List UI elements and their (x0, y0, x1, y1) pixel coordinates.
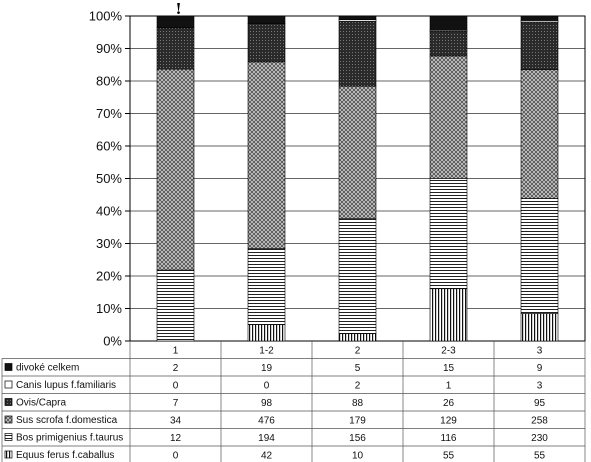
y-tick-label: 60% (96, 139, 122, 154)
data-value: 2 (173, 363, 179, 374)
data-value: 116 (441, 433, 457, 444)
data-value: 15 (443, 363, 455, 374)
data-value: 1 (446, 381, 452, 392)
bar-segment-1-2-bos-primigenius-f-taurus (247, 248, 286, 325)
bar-segment-3-sus-scrofa-f-domestica (520, 69, 559, 199)
y-tick-label: 80% (96, 74, 122, 89)
data-value: 10 (352, 451, 364, 462)
data-value: 129 (440, 416, 457, 427)
legend-label: Ovis/Capra (16, 398, 66, 409)
data-value: 7 (173, 398, 179, 409)
bar-segment-1-ovis-capra (156, 27, 195, 70)
legend-swatch (4, 450, 13, 459)
legend-swatch (4, 415, 13, 424)
data-value: 156 (349, 433, 366, 444)
data-value: 19 (261, 363, 273, 374)
bar-segment-2-sus-scrofa-f-domestica (338, 85, 377, 219)
bar-segment-2-3-ovis-capra (429, 30, 468, 57)
bar-segment-1-bos-primigenius-f-taurus (156, 269, 195, 342)
legend-label: Canis lupus f.familiaris (16, 380, 116, 391)
data-value: 0 (173, 381, 179, 392)
category-label: 2-3 (441, 346, 456, 357)
data-value: 0 (264, 381, 270, 392)
bar-segment-3-bos-primigenius-f-taurus (520, 198, 559, 314)
data-value: 258 (531, 416, 548, 427)
data-value: 5 (355, 363, 361, 374)
data-value: 0 (173, 451, 179, 462)
category-label: 1 (173, 346, 179, 357)
data-value: 42 (261, 451, 273, 462)
bar-segment-2-bos-primigenius-f-taurus (338, 218, 377, 334)
data-value: 26 (443, 398, 455, 409)
data-value: 12 (170, 433, 182, 444)
legend-swatch (4, 363, 13, 371)
legend-label: divoké celkem (16, 363, 79, 374)
bar-segment-2-ovis-capra (338, 20, 377, 87)
legend-label: Bos primigenius f.taurus (16, 433, 123, 444)
bar-segment-2-divok-celkem (338, 15, 377, 20)
bar-segment-1-2-ovis-capra (247, 23, 286, 63)
bar-segment-1-divok-celkem (156, 15, 195, 29)
y-tick-label: 0% (103, 334, 122, 349)
bar-segment-1-2-equus-ferus-f-caballus (247, 324, 286, 342)
data-value: 3 (537, 381, 543, 392)
bar-segment-1-2-sus-scrofa-f-domestica (247, 61, 286, 249)
data-value: 194 (258, 433, 275, 444)
bar-segment-3-equus-ferus-f-caballus (520, 313, 559, 342)
data-value: 88 (352, 398, 364, 409)
y-tick-label: 10% (96, 301, 122, 316)
annotation-mark: ! (175, 0, 182, 18)
legend-label: Sus scrofa f.domestica (16, 415, 118, 426)
y-tick-label: 40% (96, 204, 122, 219)
bar-segment-3-divok-celkem (520, 15, 559, 21)
category-label: 1-2 (259, 346, 274, 357)
y-tick-label: 100% (89, 9, 123, 24)
legend-swatch (4, 433, 13, 441)
data-value: 98 (261, 398, 273, 409)
data-value: 230 (531, 433, 548, 444)
category-label: 3 (537, 346, 543, 357)
bar-segment-3-ovis-capra (520, 21, 559, 70)
legend-swatch (4, 398, 13, 406)
bar-segment-2-equus-ferus-f-caballus (338, 333, 377, 342)
bar-segment-2-3-sus-scrofa-f-domestica (429, 55, 468, 179)
y-tick-label: 30% (96, 236, 122, 251)
data-value: 34 (170, 416, 182, 427)
y-tick-label: 90% (96, 41, 122, 56)
data-value: 2 (355, 381, 361, 392)
bar-segment-2-3-bos-primigenius-f-taurus (429, 178, 468, 290)
legend-swatch (4, 380, 13, 389)
bar-segment-2-3-divok-celkem (429, 15, 468, 31)
y-tick-label: 50% (96, 171, 122, 186)
bar-segment-1-2-divok-celkem (247, 15, 286, 24)
data-value: 55 (534, 451, 546, 462)
y-tick-label: 70% (96, 106, 122, 121)
y-tick-label: 20% (96, 269, 122, 284)
data-value: 55 (443, 451, 455, 462)
bar-segment-1-sus-scrofa-f-domestica (156, 68, 195, 271)
data-value: 476 (258, 416, 275, 427)
data-value: 179 (349, 416, 366, 427)
data-value: 95 (534, 398, 546, 409)
bar-segment-2-3-equus-ferus-f-caballus (429, 288, 468, 342)
data-value: 9 (537, 363, 543, 374)
category-label: 2 (355, 346, 361, 357)
legend-label: Equus ferus f.caballus (16, 450, 114, 461)
